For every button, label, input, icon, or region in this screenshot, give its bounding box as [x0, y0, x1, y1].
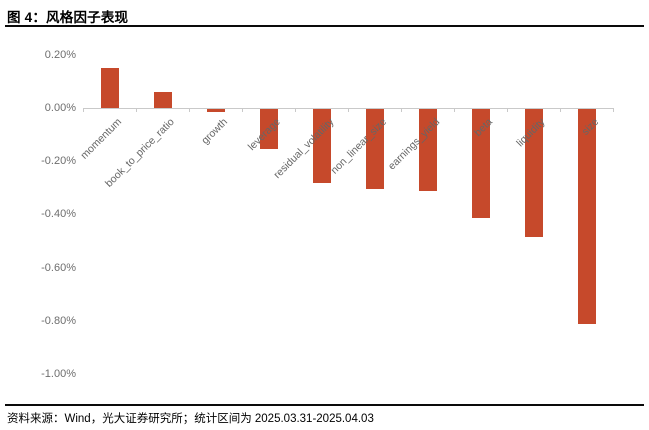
bar-book_to_price_ratio: [153, 92, 172, 108]
bar-size: [577, 109, 596, 324]
x-label-growth: growth: [199, 116, 230, 147]
axis-tick: [295, 108, 296, 112]
axis-tick: [454, 108, 455, 112]
y-tick-label: -0.60%: [41, 262, 76, 274]
bar-leverage: [259, 109, 278, 149]
y-tick-label: -0.20%: [41, 155, 76, 167]
axis-tick: [83, 108, 84, 112]
axis-tick: [136, 108, 137, 112]
y-tick-label: -0.80%: [41, 315, 76, 327]
title-divider: [5, 25, 644, 27]
bar-residual_volatility: [312, 109, 331, 183]
axis-tick: [189, 108, 190, 112]
x-label-momentum: momentum: [78, 116, 124, 162]
y-tick-label: 0.00%: [44, 102, 76, 114]
y-tick-label: 0.20%: [44, 49, 76, 61]
bar-liquidity: [524, 109, 543, 237]
figure-title: 图 4：风格因子表现: [7, 10, 129, 25]
bar-momentum: [100, 68, 119, 108]
footer-divider: [5, 404, 644, 406]
axis-tick: [560, 108, 561, 112]
bar-beta: [471, 109, 490, 218]
axis-tick: [348, 108, 349, 112]
axis-tick: [507, 108, 508, 112]
source-note: 资料来源：Wind，光大证券研究所；统计区间为 2025.03.31-2025.…: [7, 413, 374, 425]
axis-tick: [401, 108, 402, 112]
style-factor-bar-chart: 0.20% 0.00% -0.20% -0.40% -0.60% -0.80% -1.00%…: [0, 32, 649, 402]
y-tick-label: -1.00%: [41, 368, 76, 380]
y-tick-label: -0.40%: [41, 208, 76, 220]
axis-tick: [242, 108, 243, 112]
bar-non_linear_size: [365, 109, 384, 189]
bar-earnings_yield: [418, 109, 437, 191]
axis-tick: [613, 108, 614, 112]
bar-growth: [206, 109, 225, 112]
